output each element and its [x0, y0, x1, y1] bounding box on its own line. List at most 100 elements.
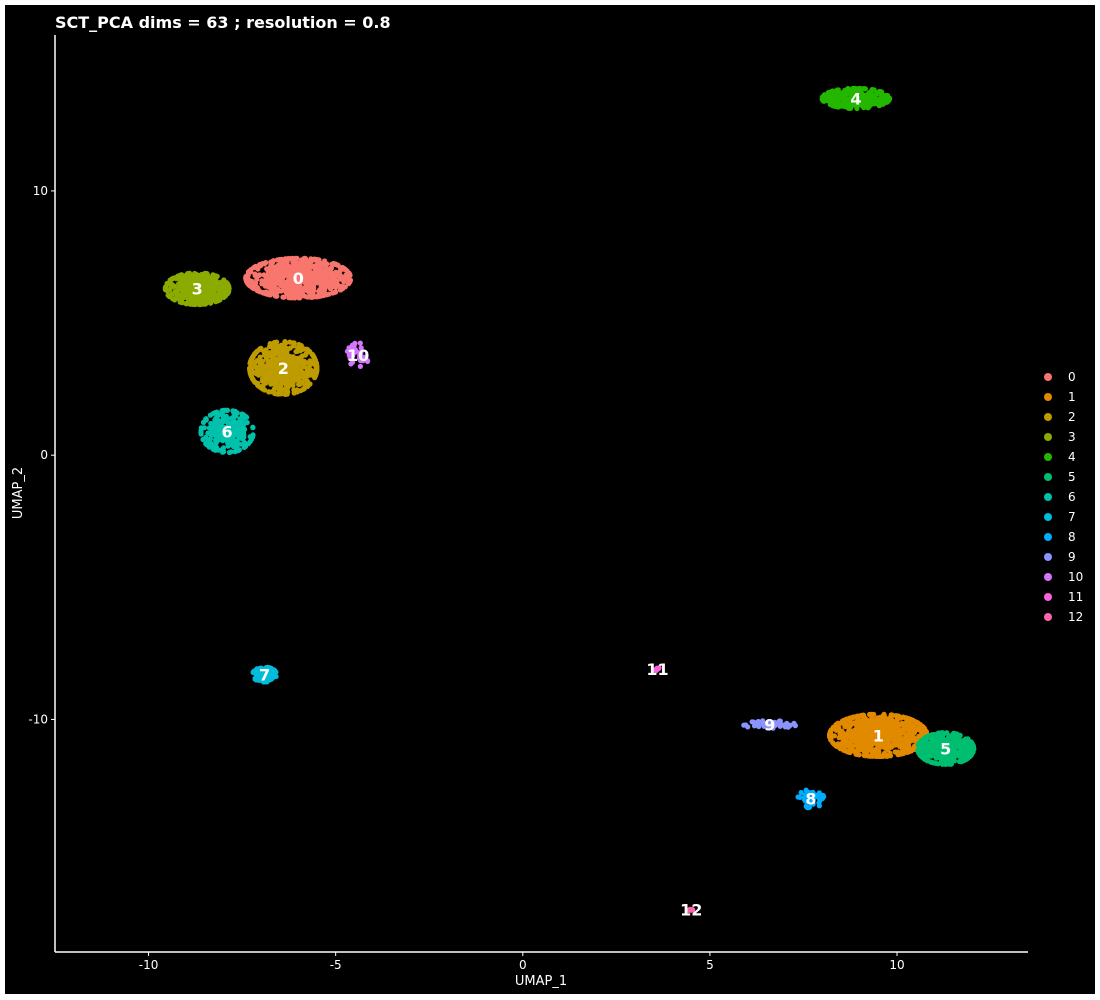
cluster-9-points — [741, 718, 799, 731]
data-point — [314, 363, 320, 369]
data-point — [954, 744, 961, 750]
data-point — [214, 414, 220, 420]
data-point — [268, 267, 275, 273]
data-point — [162, 286, 168, 293]
data-point — [301, 257, 307, 263]
data-point — [881, 711, 887, 717]
data-point — [243, 414, 249, 420]
data-point — [200, 436, 206, 443]
legend-key-4 — [1044, 453, 1052, 461]
legend-label-0: 0 — [1068, 370, 1076, 384]
data-point — [255, 675, 261, 681]
data-point — [654, 665, 660, 671]
data-point — [311, 355, 317, 361]
data-point — [272, 352, 278, 358]
data-point — [792, 723, 799, 729]
data-point — [263, 380, 269, 386]
data-point — [350, 347, 356, 353]
cluster-label-2: 2 — [278, 359, 289, 378]
data-point — [853, 719, 859, 725]
data-point — [867, 717, 874, 723]
data-point — [267, 675, 274, 681]
x-tick-label: 5 — [706, 958, 714, 972]
data-point — [241, 432, 247, 438]
data-point — [924, 741, 931, 748]
data-point — [847, 96, 853, 102]
data-point — [185, 278, 191, 284]
data-point — [212, 431, 218, 437]
data-point — [877, 102, 883, 108]
data-point — [924, 733, 931, 740]
data-point — [282, 266, 288, 273]
data-point — [285, 389, 291, 395]
data-point — [275, 369, 281, 376]
legend-label-2: 2 — [1068, 410, 1076, 424]
data-point — [833, 89, 839, 95]
data-point — [246, 268, 252, 275]
data-point — [803, 787, 809, 793]
data-point — [889, 736, 895, 742]
data-point — [198, 428, 204, 434]
data-point — [856, 99, 862, 105]
data-point — [212, 293, 219, 299]
data-point — [266, 389, 272, 395]
cluster-12-points — [686, 906, 696, 914]
cluster-7-points — [250, 664, 279, 685]
data-point — [760, 718, 766, 724]
data-point — [852, 93, 859, 99]
data-point — [271, 667, 277, 673]
data-point — [260, 358, 266, 364]
data-point — [294, 376, 300, 382]
data-point — [308, 272, 314, 279]
data-point — [907, 723, 913, 729]
data-point — [312, 367, 318, 373]
data-point — [332, 261, 338, 267]
data-point — [243, 273, 249, 280]
data-point — [183, 294, 189, 300]
legend-key-2 — [1044, 413, 1052, 421]
cluster-label-10: 10 — [347, 346, 369, 365]
y-tick-label: 0 — [40, 448, 48, 462]
data-point — [185, 271, 191, 277]
legend-label-7: 7 — [1068, 510, 1076, 524]
data-point — [946, 761, 952, 767]
data-point — [188, 291, 194, 297]
data-point — [833, 727, 839, 733]
cluster-label-12: 12 — [680, 901, 702, 920]
points-layer — [162, 85, 977, 914]
data-point — [252, 351, 258, 357]
data-point — [232, 408, 238, 414]
data-point — [836, 96, 842, 102]
data-point — [910, 717, 916, 724]
data-point — [276, 388, 283, 394]
data-point — [352, 340, 358, 346]
data-point — [303, 282, 309, 288]
data-point — [898, 738, 904, 744]
data-point — [179, 294, 185, 300]
data-point — [280, 284, 286, 290]
data-point — [231, 425, 237, 431]
data-point — [971, 744, 977, 750]
data-point — [225, 440, 231, 446]
data-point — [957, 732, 963, 739]
cluster-2-points — [247, 339, 320, 397]
data-point — [935, 739, 941, 745]
data-point — [297, 271, 303, 277]
data-point — [848, 734, 855, 740]
x-tick-label: 0 — [519, 958, 527, 972]
data-point — [866, 731, 872, 737]
data-point — [869, 749, 875, 755]
legend-label-11: 11 — [1068, 590, 1083, 604]
data-point — [885, 726, 891, 733]
data-point — [204, 287, 210, 293]
data-point — [255, 670, 261, 677]
data-point — [254, 276, 260, 282]
data-point — [820, 98, 827, 104]
data-point — [236, 447, 242, 453]
data-point — [269, 361, 276, 367]
data-point — [876, 96, 882, 102]
data-point — [808, 798, 814, 804]
data-point — [241, 444, 247, 450]
legend-label-6: 6 — [1068, 490, 1076, 504]
